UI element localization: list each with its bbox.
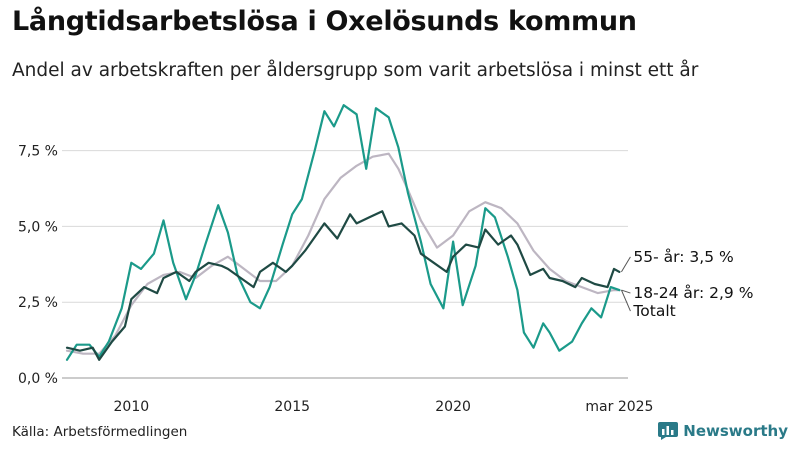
y-tick-label: 5,0 % <box>18 219 58 235</box>
source-note: Källa: Arbetsförmedlingen <box>12 424 188 440</box>
y-tick-label: 7,5 % <box>18 144 58 160</box>
series-end-label: 18-24 år: 2,9 % <box>633 284 753 302</box>
x-tick-label: 2015 <box>274 399 310 415</box>
x-tick-label: 2010 <box>114 399 150 415</box>
end-label-connector <box>620 256 631 273</box>
x-tick-label: mar 2025 <box>585 399 653 415</box>
chart-title: Långtidsarbetslösa i Oxelösunds kommun <box>12 6 637 37</box>
end-label-connector <box>620 289 631 312</box>
x-tick-label: 2020 <box>435 399 471 415</box>
y-tick-label: 0,0 % <box>18 371 58 387</box>
series-line-0 <box>65 152 621 355</box>
newsworthy-logo-icon <box>658 422 679 440</box>
y-tick-label: 2,5 % <box>18 295 58 311</box>
series-end-label: 55- år: 3,5 % <box>633 248 733 266</box>
brand-name: Newsworthy <box>683 422 788 440</box>
chart-subtitle: Andel av arbetskraften per åldersgrupp s… <box>12 60 699 81</box>
series-line-1 <box>65 104 621 361</box>
brand-logo: Newsworthy <box>658 422 788 440</box>
series-line-2 <box>65 210 621 361</box>
series-end-label: Totalt <box>632 302 675 320</box>
end-label-connector <box>621 289 631 294</box>
